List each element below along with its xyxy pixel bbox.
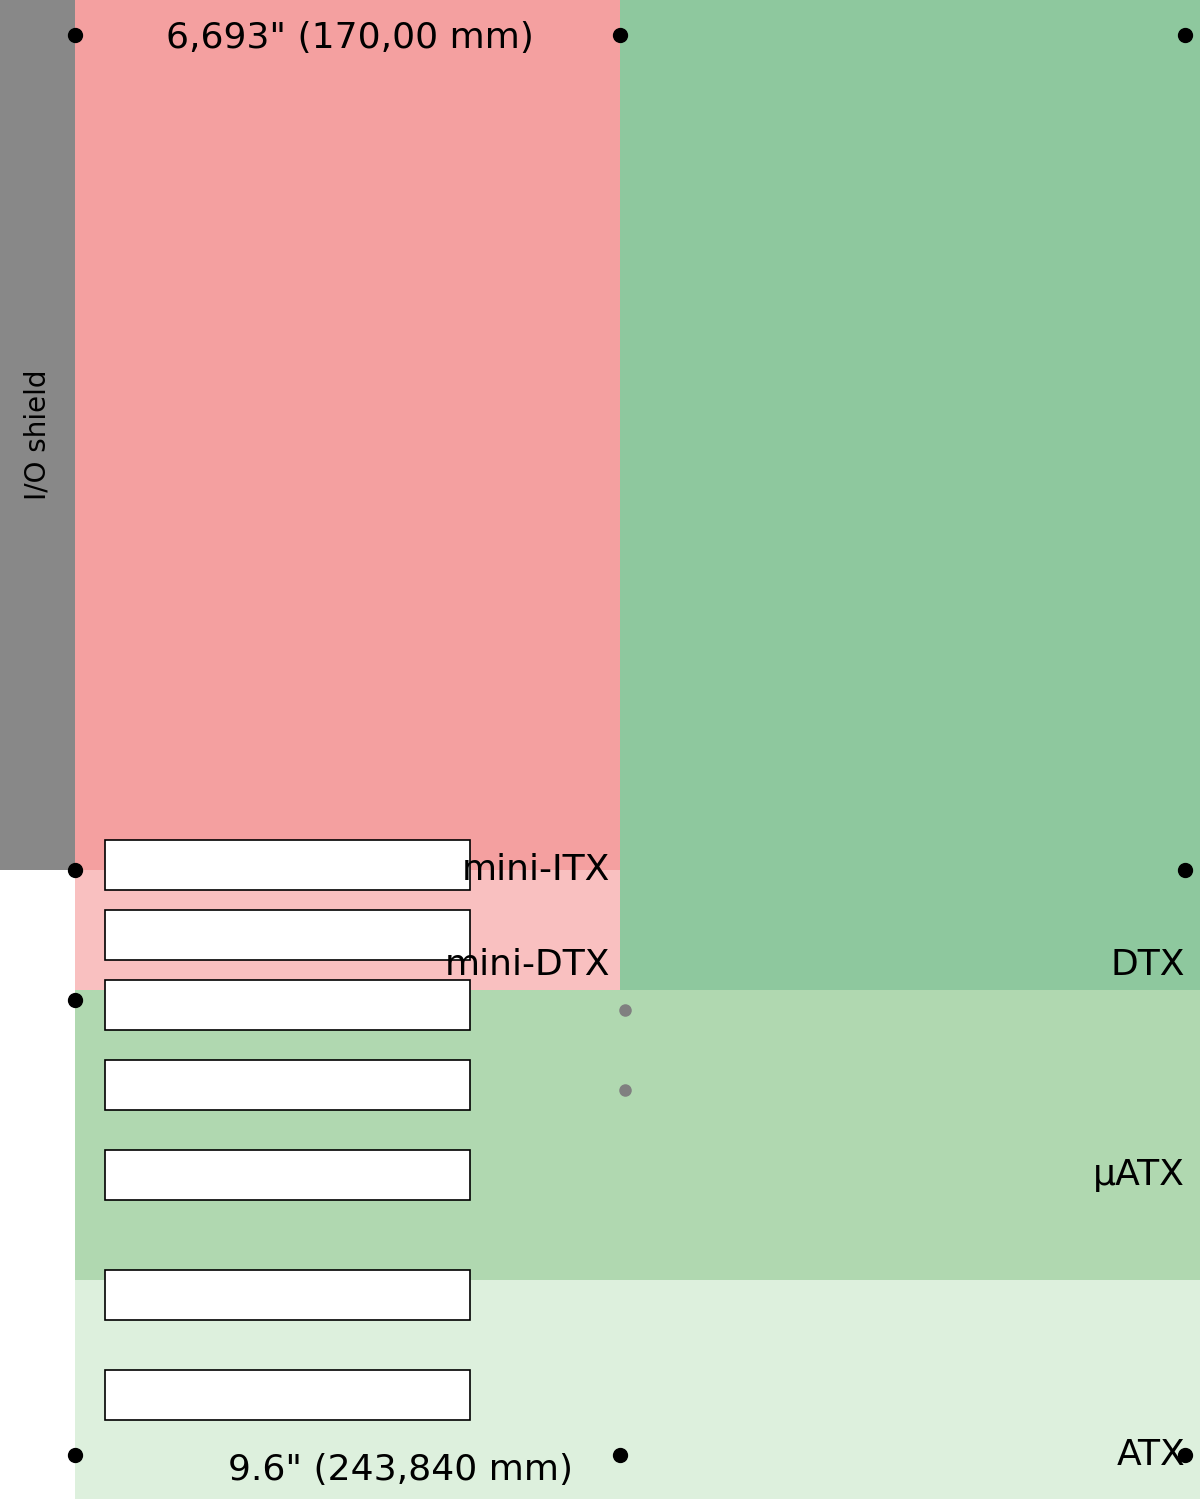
Text: μATX: μATX xyxy=(1093,1159,1186,1192)
Bar xyxy=(74,989,1200,1280)
Bar xyxy=(106,910,470,959)
Text: DTX: DTX xyxy=(1110,947,1186,982)
Bar xyxy=(74,0,620,869)
Text: mini-ITX: mini-ITX xyxy=(462,853,610,887)
Bar xyxy=(106,1150,470,1201)
Bar xyxy=(620,0,1200,989)
Bar xyxy=(0,0,74,869)
Text: mini-DTX: mini-DTX xyxy=(444,947,610,982)
Bar xyxy=(74,869,620,989)
Bar xyxy=(106,980,470,1030)
Text: I/O shield: I/O shield xyxy=(24,370,52,501)
Text: 6,693" (170,00 mm): 6,693" (170,00 mm) xyxy=(166,21,534,55)
Bar xyxy=(106,1270,470,1321)
Text: 9.6" (243,840 mm): 9.6" (243,840 mm) xyxy=(228,1453,572,1487)
Bar xyxy=(74,1280,1200,1499)
Text: ATX: ATX xyxy=(1116,1438,1186,1472)
Bar xyxy=(106,1060,470,1109)
Bar xyxy=(106,1370,470,1420)
Bar xyxy=(106,839,470,890)
